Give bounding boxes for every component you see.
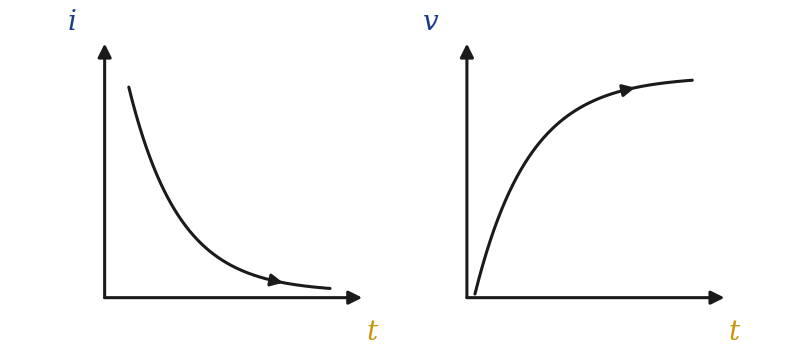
Text: t: t [729,319,740,346]
Text: i: i [68,9,76,36]
Text: t: t [366,319,378,346]
Text: v: v [423,9,439,36]
